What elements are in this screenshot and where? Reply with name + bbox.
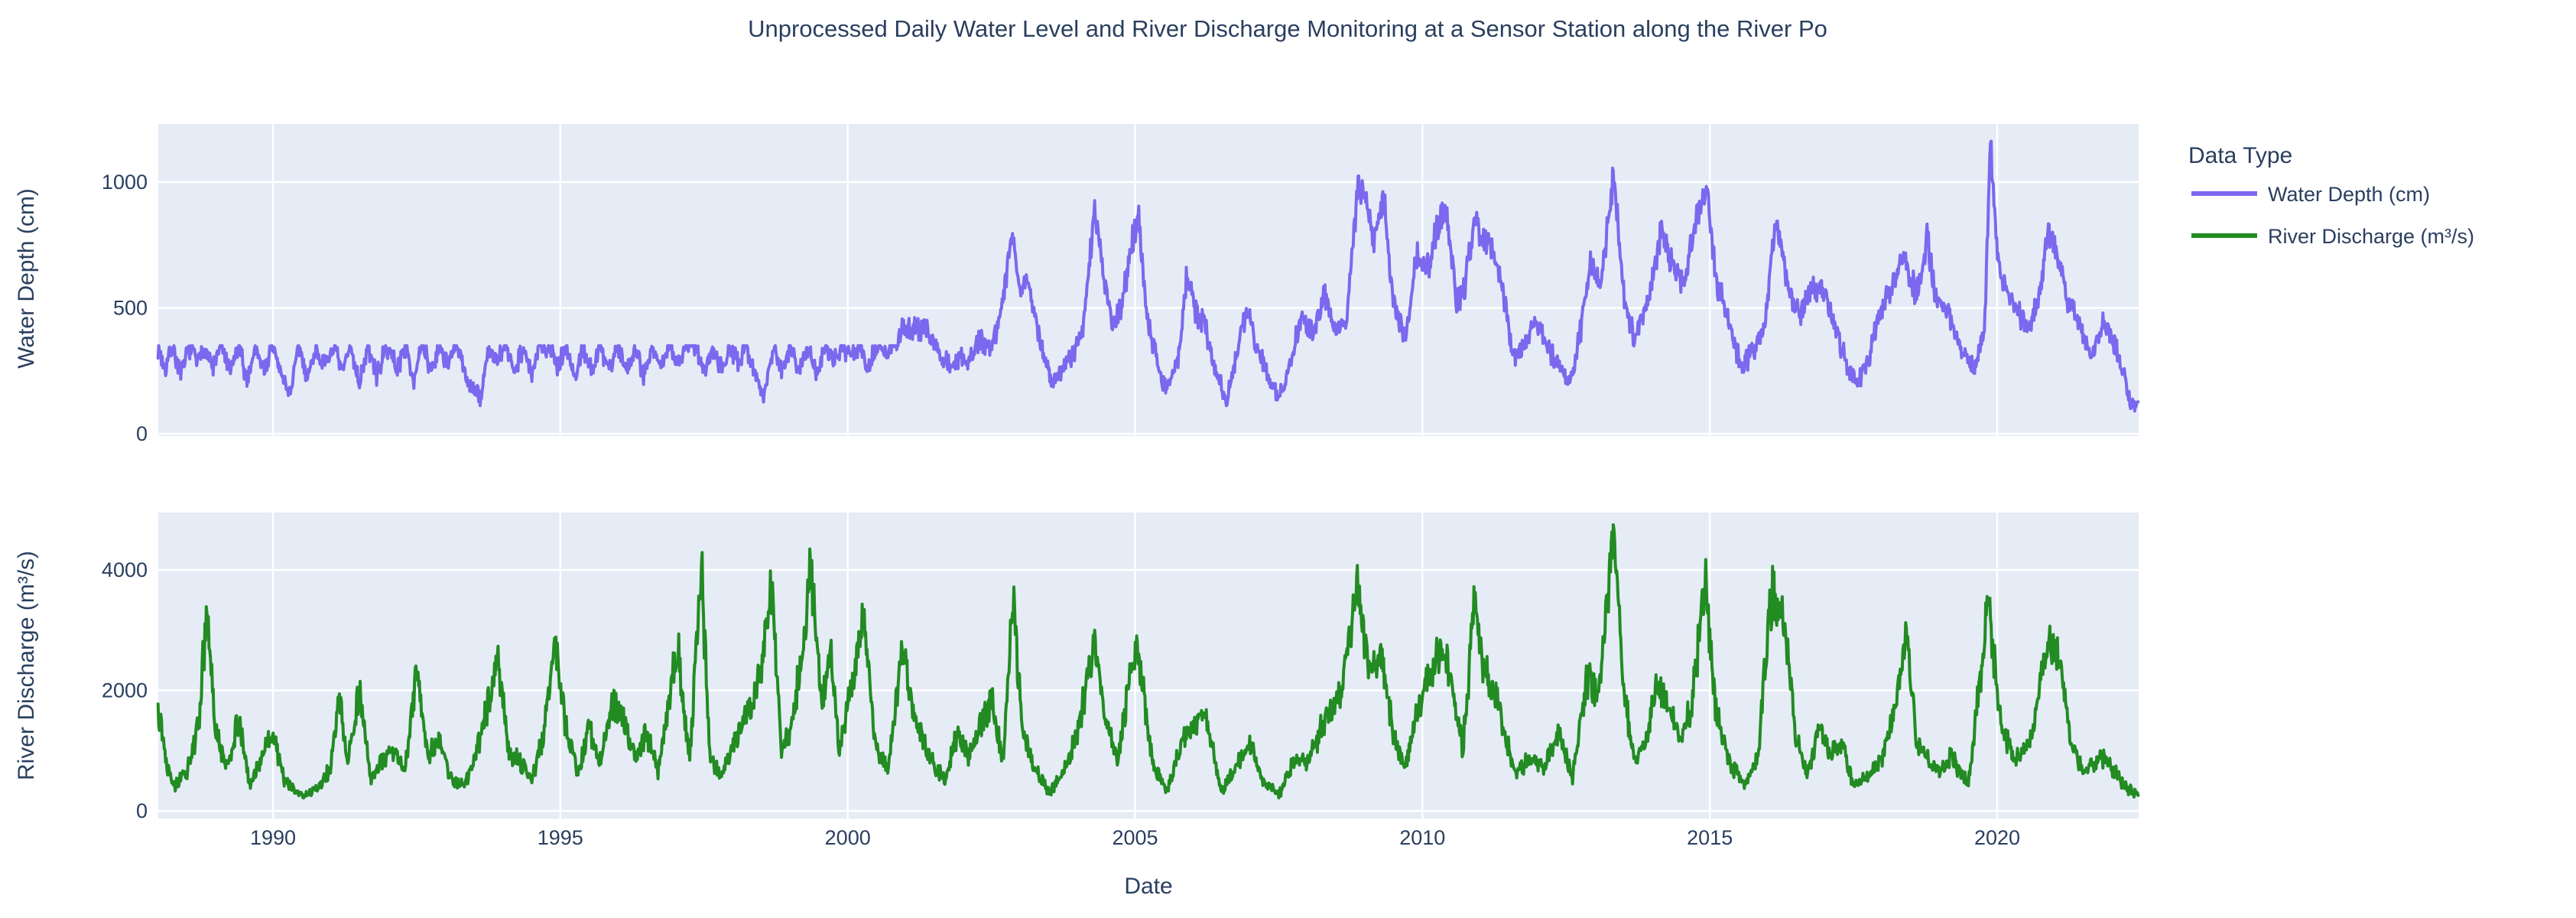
legend-title: Data Type <box>2188 143 2292 168</box>
top-plot-area[interactable] <box>158 124 2139 436</box>
legend: Data Type Water Depth (cm) River Dischar… <box>2188 143 2474 248</box>
legend-item-water-depth[interactable]: Water Depth (cm) <box>2191 183 2430 206</box>
y-tick-label: 1000 <box>102 171 148 194</box>
chart-title: Unprocessed Daily Water Level and River … <box>748 15 1827 42</box>
y-tick-label: 4000 <box>102 558 148 581</box>
x-tick-label: 2000 <box>825 826 871 849</box>
bottom-plot-area[interactable] <box>158 513 2139 819</box>
water-depth-line[interactable] <box>156 139 2140 413</box>
y-tick-label: 2000 <box>102 679 148 702</box>
legend-item-river-discharge[interactable]: River Discharge (m³/s) <box>2191 225 2474 248</box>
y-axis-title-top: Water Depth (cm) <box>14 188 39 369</box>
x-tick-label: 2020 <box>1974 826 2020 849</box>
x-tick-label: 2010 <box>1399 826 1445 849</box>
x-tick-label: 2015 <box>1687 826 1733 849</box>
y-tick-label: 0 <box>136 422 148 445</box>
y-tick-label: 500 <box>113 297 148 320</box>
tick-labels: 0 500 1000 0 2000 4000 1990 1995 2000 2005 2010 201… <box>102 171 2020 849</box>
river-discharge-line[interactable] <box>156 523 2140 799</box>
legend-item-label: Water Depth (cm) <box>2268 183 2430 206</box>
x-axis-title: Date <box>1124 874 1172 899</box>
x-tick-label: 1995 <box>538 826 583 849</box>
y-tick-label: 0 <box>136 799 148 822</box>
gridlines-top <box>158 124 2139 436</box>
x-tick-label: 2005 <box>1112 826 1158 849</box>
legend-item-label: River Discharge (m³/s) <box>2268 225 2474 248</box>
x-tick-label: 1990 <box>250 826 296 849</box>
y-axis-title-bottom: River Discharge (m³/s) <box>14 551 39 780</box>
